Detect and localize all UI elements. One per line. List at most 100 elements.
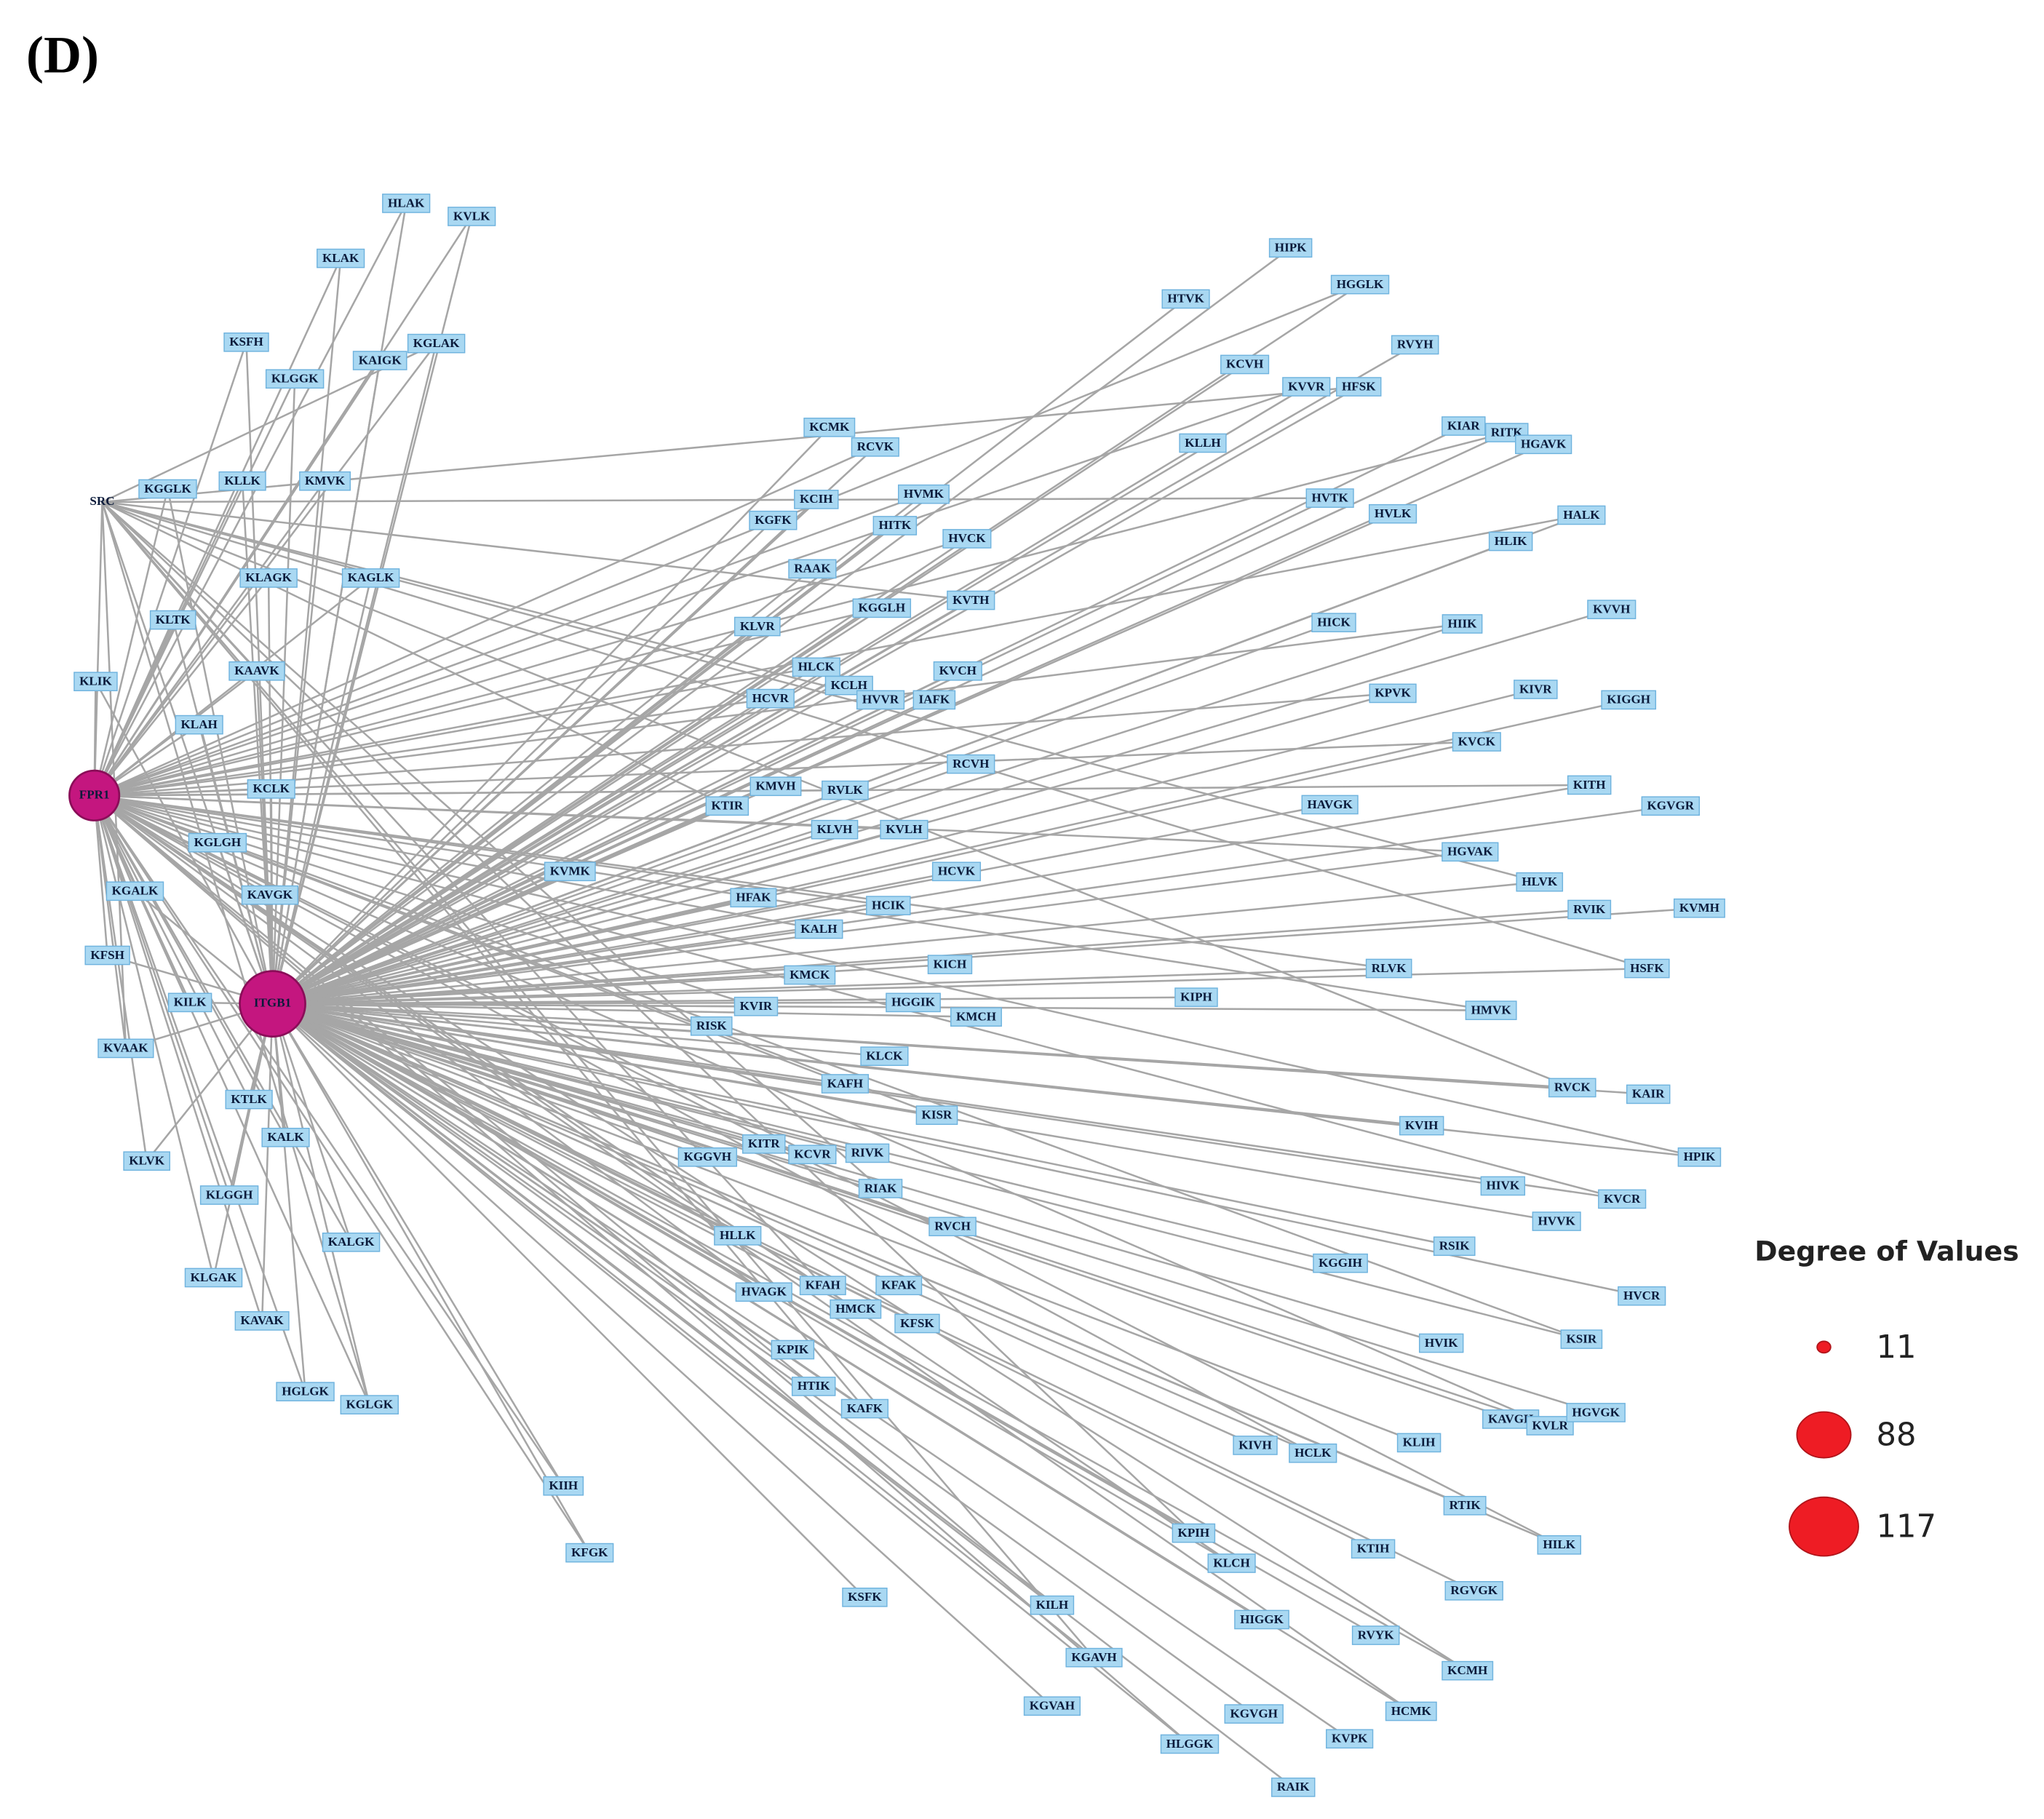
edge	[271, 1003, 371, 1405]
node-box	[261, 1127, 310, 1147]
node-label: HTIK	[798, 1379, 830, 1393]
node: RVCK	[1548, 1078, 1596, 1098]
node: KIPH	[1174, 987, 1218, 1007]
node: HLGGK	[1160, 1734, 1220, 1754]
node-box	[840, 1398, 889, 1419]
node-label: KVVR	[1288, 379, 1325, 393]
node-box	[886, 992, 941, 1013]
edge	[271, 1003, 866, 1599]
node-box	[784, 965, 836, 985]
node-label: KLGGH	[206, 1187, 253, 1201]
node: KFGK	[565, 1543, 614, 1563]
node-box	[239, 568, 298, 588]
node-label: KVLK	[453, 209, 490, 223]
node: KAFK	[840, 1398, 889, 1419]
node: KAVGK	[241, 885, 299, 905]
node-box	[1220, 354, 1270, 375]
node-box	[771, 1340, 815, 1360]
edge	[94, 795, 1471, 853]
node-box	[803, 418, 856, 437]
node-label: KAAVK	[234, 664, 279, 677]
node-box	[733, 996, 779, 1016]
node-label: HVTK	[1311, 490, 1348, 504]
node: HFSK	[1336, 377, 1382, 397]
node: KFAH	[799, 1275, 846, 1296]
node-box	[875, 1275, 923, 1296]
edge	[94, 795, 1623, 1201]
node: KIGGH	[1601, 690, 1657, 710]
node-label: KAIGK	[359, 353, 402, 367]
edge	[271, 698, 881, 1005]
node-box	[123, 1151, 170, 1171]
node: HMCK	[830, 1299, 882, 1319]
edge	[271, 1003, 565, 1486]
node-box	[677, 1147, 738, 1167]
node-label: RVCK	[1554, 1080, 1591, 1094]
node-box	[858, 1179, 903, 1198]
node-box	[705, 796, 749, 816]
node-box	[1601, 690, 1657, 710]
node-box	[1391, 335, 1439, 355]
node-label: RISK	[696, 1019, 728, 1032]
edge	[94, 623, 1463, 797]
edge	[271, 1003, 1254, 1715]
node-label: HIGGK	[1240, 1612, 1284, 1626]
node-label: KPIK	[777, 1342, 809, 1356]
node-box	[933, 661, 982, 681]
node-label: KGLGK	[346, 1397, 393, 1411]
node-box	[1441, 1660, 1494, 1681]
node-box	[407, 333, 466, 354]
node-label: KPIH	[1178, 1526, 1210, 1540]
edge	[271, 363, 1246, 1005]
node-box	[1516, 872, 1564, 892]
node-box	[1587, 600, 1637, 619]
edge	[271, 497, 1331, 1005]
node-box	[1351, 1625, 1400, 1645]
node-box	[234, 1311, 290, 1331]
node: KVMH	[1673, 898, 1725, 918]
node: KGALK	[106, 881, 164, 901]
legend: Degree of Values 11 88 117	[1754, 1235, 2019, 1557]
node-label: KVCK	[1458, 734, 1496, 748]
node: IAFK	[912, 690, 956, 710]
node-box	[915, 1105, 958, 1126]
node-box	[1365, 958, 1412, 979]
node-label: HGLGK	[282, 1384, 329, 1398]
node-label: KLGGK	[271, 372, 319, 386]
edge	[272, 1003, 1313, 1454]
node-box	[1548, 1078, 1596, 1098]
edge	[271, 343, 437, 1004]
node: KLIH	[1396, 1433, 1441, 1453]
node-label: RCVH	[953, 757, 990, 771]
panel-label: (D)	[26, 25, 99, 84]
edge	[93, 619, 174, 796]
node-box	[1443, 1495, 1487, 1516]
node-box	[241, 885, 299, 905]
legend-title: Degree of Values	[1754, 1235, 2019, 1267]
node: KGGIH	[1313, 1253, 1368, 1273]
node: RLVK	[1365, 958, 1412, 979]
edge	[94, 795, 1492, 1011]
node-label: KSIR	[1566, 1332, 1596, 1345]
hub-node	[239, 970, 306, 1038]
node-box	[199, 1185, 259, 1205]
node-box	[1233, 1436, 1278, 1455]
node-box	[1282, 377, 1331, 397]
node-label: KLIH	[1403, 1436, 1436, 1449]
edge	[272, 1003, 1700, 1158]
node: HVTK	[1305, 488, 1354, 508]
node-label: HMCK	[835, 1302, 876, 1316]
hub-label: ITGB1	[254, 996, 291, 1010]
node-label: KALK	[267, 1130, 304, 1144]
node: KLLK	[218, 471, 266, 491]
node-label: HVVK	[1538, 1214, 1576, 1227]
node-label: HVCK	[948, 531, 986, 545]
node-box	[341, 568, 400, 588]
node: KMCH	[950, 1007, 1002, 1027]
node: KVVR	[1282, 377, 1331, 397]
node-box	[714, 1226, 762, 1246]
node-box	[746, 688, 795, 709]
node-label: HIVK	[1487, 1179, 1520, 1193]
node: RTIK	[1443, 1495, 1487, 1516]
node-label: KVPK	[1332, 1732, 1368, 1746]
